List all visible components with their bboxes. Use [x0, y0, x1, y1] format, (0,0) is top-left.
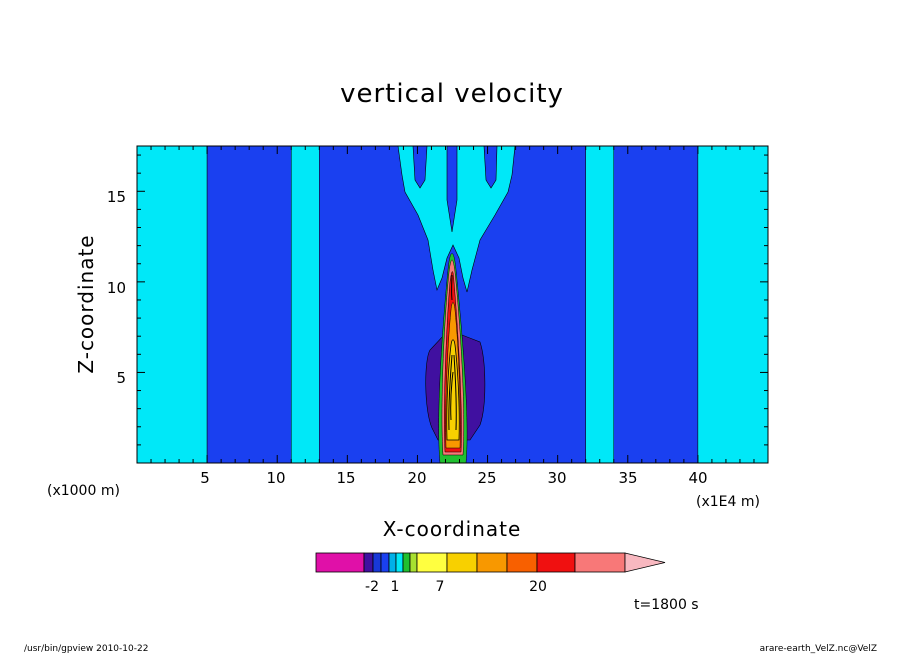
colorbar-label: 1 [391, 579, 400, 595]
colorbar-label: 20 [529, 579, 547, 595]
colorbar-swatch [446, 552, 478, 573]
plume-notch-center [446, 146, 458, 233]
colorbar-swatch [416, 552, 448, 573]
colorbar-extend-arrow [624, 552, 666, 573]
colorbar-swatch [395, 552, 404, 573]
contour-band-1 [206, 146, 292, 463]
colorbar-swatch [380, 552, 390, 573]
colorbar-swatch [402, 552, 411, 573]
plume-notch-right [483, 146, 498, 189]
colorbar-swatch [476, 552, 508, 573]
chart-title: vertical velocity [340, 79, 564, 109]
colorbar-swatch [506, 552, 538, 573]
upper-plume [397, 146, 516, 293]
x-unit-right: (x1E4 m) [696, 494, 760, 510]
colorbar-swatch [363, 552, 374, 573]
footer-left: /usr/bin/gpview 2010-10-22 [24, 644, 148, 654]
colorbar-swatch [574, 552, 626, 573]
colorbar-swatch [372, 552, 382, 573]
time-annotation: t=1800 s [634, 597, 699, 613]
x-axis-label: X-coordinate [383, 517, 522, 541]
colorbar-swatch [409, 552, 418, 573]
x-tick-label: 10 [266, 469, 285, 487]
axis-ticks [137, 146, 768, 463]
x-tick-label: 35 [618, 469, 637, 487]
x-tick-label: 40 [688, 469, 707, 487]
updraft-contour-lines [448, 274, 457, 431]
contour-band-5 [613, 146, 699, 463]
colorbar-label: -2 [365, 579, 379, 595]
x-tick-label: 15 [336, 469, 355, 487]
plot-frame [136, 145, 769, 464]
y-tick-label: 10 [107, 279, 126, 297]
contour-band-2 [290, 146, 320, 463]
plume-notch-left [412, 146, 428, 189]
x-tick-label: 25 [477, 469, 496, 487]
contour-band-6 [697, 146, 768, 463]
x-tick-label: 5 [200, 469, 210, 487]
footer-right: arare-earth_VelZ.nc@VelZ [760, 644, 877, 654]
colorbar-swatch [315, 552, 365, 573]
contour-band-0 [137, 146, 208, 463]
contour-field [137, 146, 768, 463]
colorbar-swatch [388, 552, 397, 573]
y-tick-label: 5 [116, 369, 126, 387]
contour-band-4 [585, 146, 615, 463]
x-tick-label: 30 [547, 469, 566, 487]
x-unit-left: (x1000 m) [47, 483, 120, 499]
y-tick-label: 15 [107, 188, 126, 206]
x-tick-label: 20 [407, 469, 426, 487]
colorbar [315, 552, 666, 573]
y-axis-label: Z-coordinate [74, 234, 98, 373]
colorbar-swatch [536, 552, 576, 573]
colorbar-label: 7 [436, 579, 445, 595]
